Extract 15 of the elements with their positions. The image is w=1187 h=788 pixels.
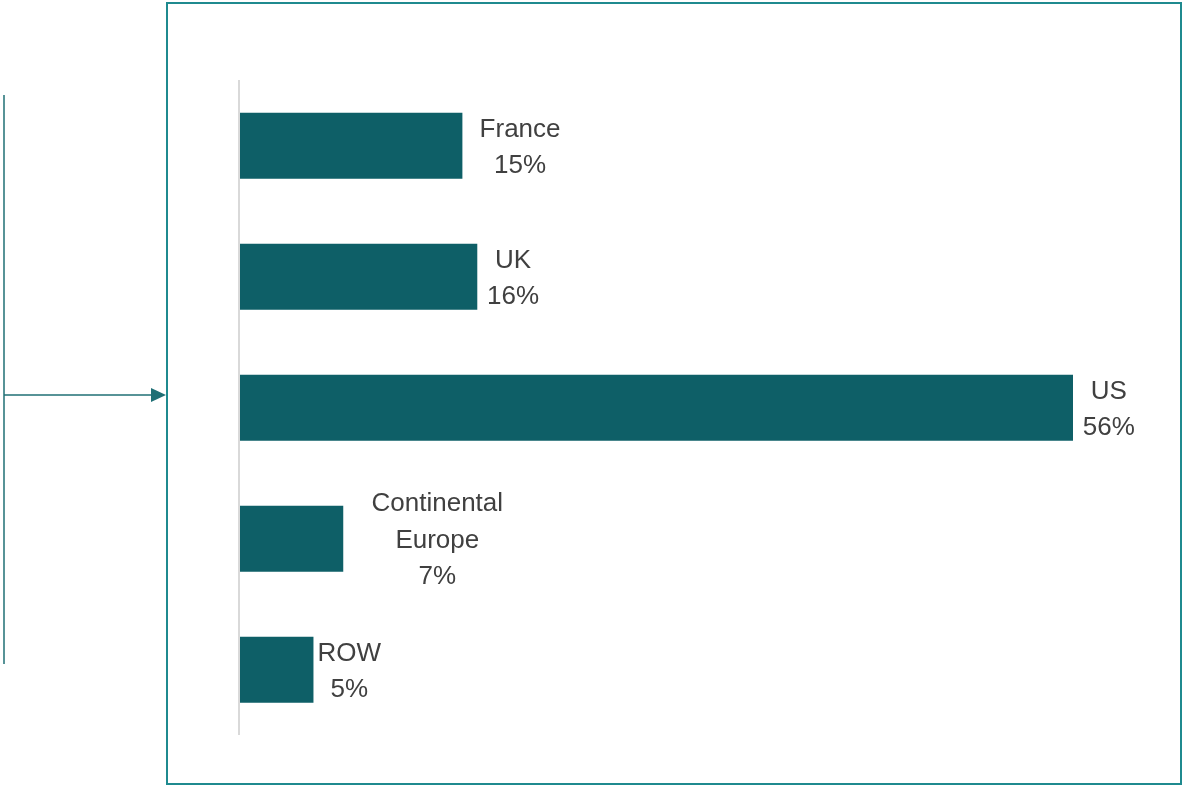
bar (239, 112, 463, 179)
y-tick-label: UK (495, 243, 532, 274)
data-label: 56% (1082, 411, 1135, 442)
y-tick-label: France (479, 112, 561, 143)
data-label: 7% (418, 560, 457, 591)
bar (239, 374, 1073, 441)
data-label: 16% (487, 280, 540, 311)
bar (239, 243, 478, 310)
bar (239, 505, 344, 572)
y-tick-label: Continental Europe (371, 487, 504, 554)
data-label: 15% (494, 149, 547, 180)
y-tick-label: US (1090, 374, 1127, 405)
y-tick-label: ROW (317, 636, 382, 667)
bar (239, 636, 314, 703)
data-label: 5% (330, 673, 369, 704)
